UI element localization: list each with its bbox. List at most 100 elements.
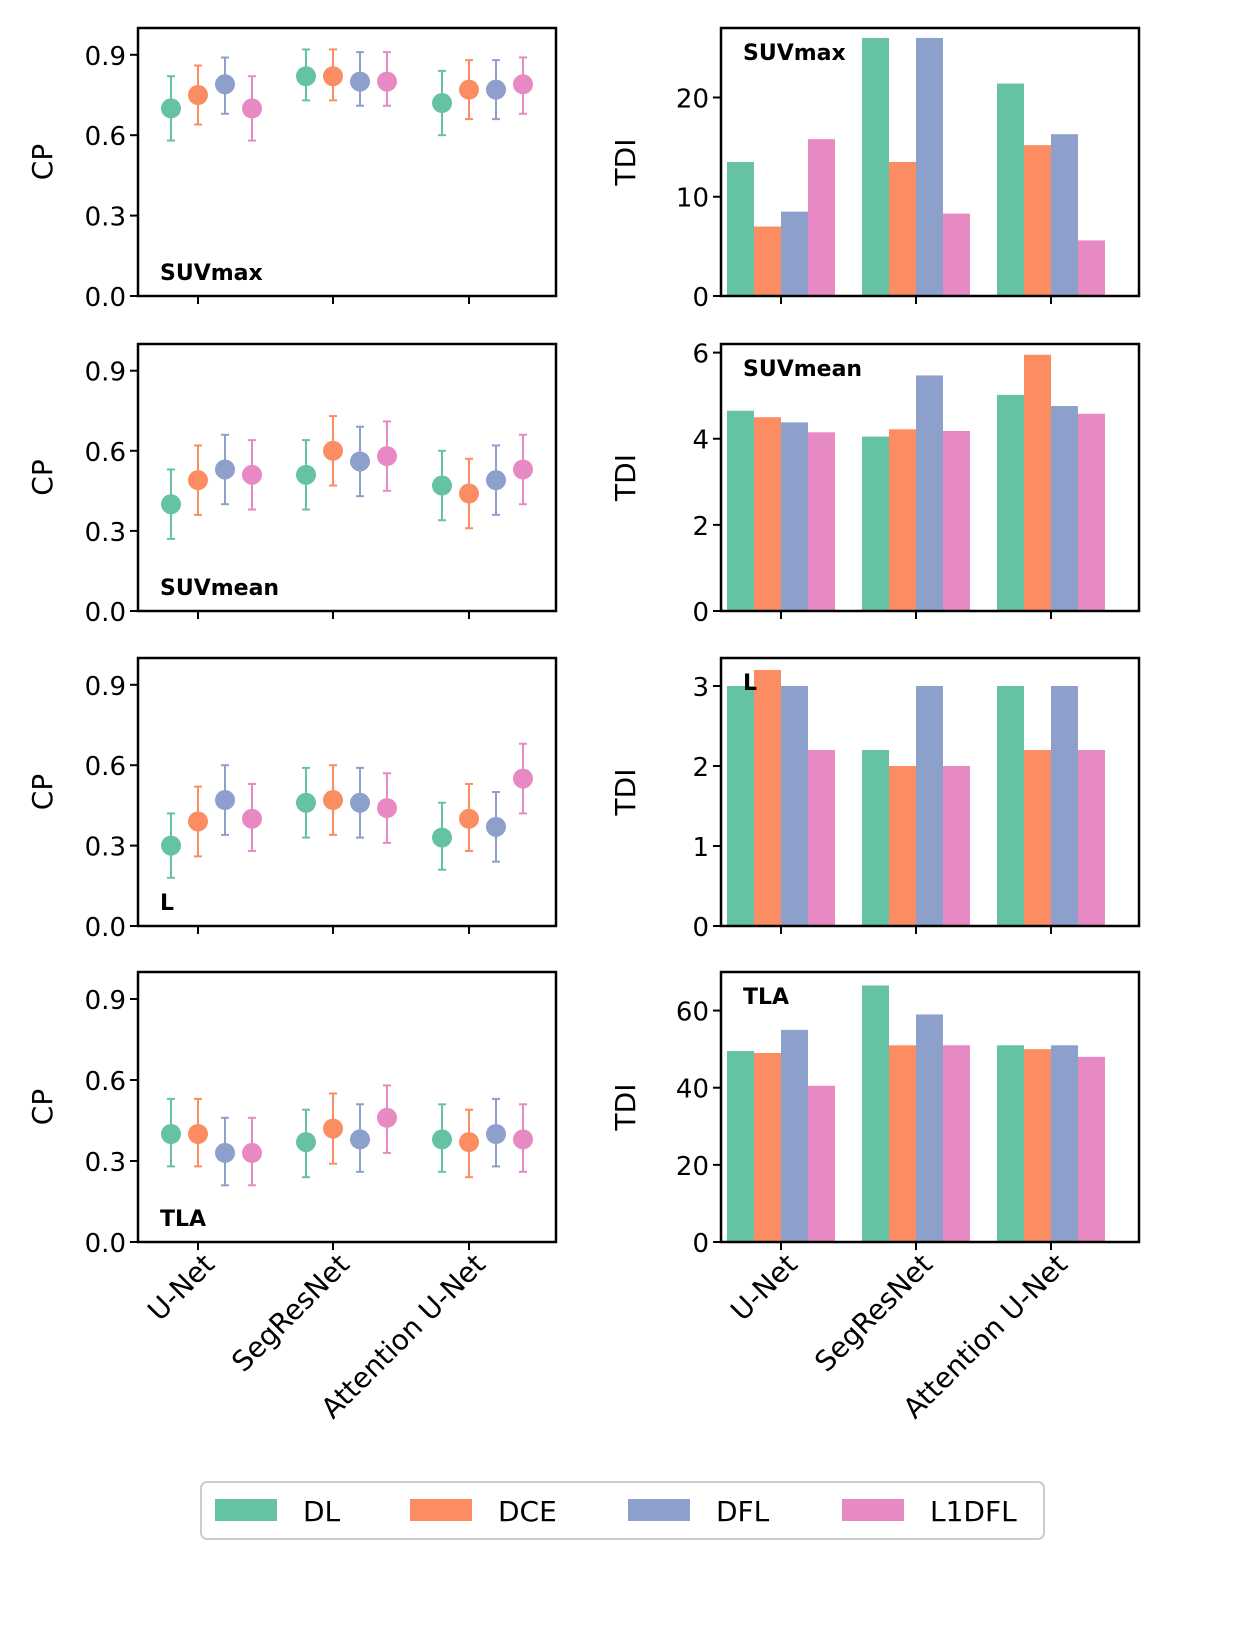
plot-frame (136, 656, 558, 928)
y-tick-label: 3 (692, 673, 709, 703)
x-tick-label: U-Net (141, 1248, 221, 1328)
bar-l1dfl (1078, 1056, 1105, 1242)
bar-dce (1024, 354, 1051, 611)
point-dfl (486, 1124, 506, 1144)
y-axis-label: CP (26, 459, 59, 495)
y-tick-label: 0.9 (85, 358, 126, 388)
plot-frame (719, 26, 1141, 298)
bar-dce (754, 226, 781, 296)
plot-frame (719, 970, 1141, 1244)
bar-dce (754, 417, 781, 611)
bar-l1dfl (808, 750, 835, 926)
bar-dl (862, 750, 889, 926)
bar-dfl (1051, 686, 1078, 926)
y-tick-label: 0.0 (85, 598, 126, 628)
point-dl (432, 475, 452, 496)
panel-cp-suvmean: 0.0 0.3 0.6 0.9 CP SUVmean (26, 342, 558, 628)
bar-dl (997, 686, 1024, 926)
plot-frame (136, 970, 558, 1244)
bar-l1dfl (943, 766, 970, 926)
bar-dce (1024, 145, 1051, 296)
point-dce (323, 1118, 343, 1139)
bar-l1dfl (808, 432, 835, 611)
plot-frame (719, 656, 1141, 928)
point-dfl (215, 74, 235, 95)
bar-dce (889, 162, 916, 296)
point-l1dfl (377, 798, 397, 819)
plot-frame (136, 342, 558, 613)
point-dfl (486, 79, 506, 100)
y-tick-label: 0.6 (85, 122, 126, 152)
point-dl (432, 1129, 452, 1150)
y-tick-label: 0.6 (85, 752, 126, 782)
bar-dl (727, 686, 754, 926)
point-dl (296, 792, 316, 813)
y-tick-label: 0.3 (85, 1148, 126, 1178)
y-axis-label: TDI (609, 1084, 642, 1132)
point-dce (459, 1132, 479, 1153)
y-tick-label: 0 (692, 913, 709, 943)
y-tick-label: 0.3 (85, 203, 126, 233)
point-l1dfl (377, 71, 397, 92)
y-axis-label: TDI (609, 769, 642, 817)
bar-dfl (781, 422, 808, 611)
point-dl (161, 494, 181, 515)
panel-label: L (743, 671, 757, 696)
point-l1dfl (242, 98, 262, 119)
x-tick-label: U-Net (724, 1248, 804, 1328)
point-l1dfl (513, 74, 533, 95)
y-tick-label: 10 (676, 184, 709, 214)
bar-dfl (916, 375, 943, 611)
y-tick-label: 0.3 (85, 833, 126, 863)
point-dl (432, 827, 452, 848)
point-l1dfl (242, 464, 262, 485)
point-dfl (350, 1129, 370, 1150)
point-dce (459, 483, 479, 504)
point-dce (188, 85, 208, 105)
point-dl (161, 835, 181, 856)
point-dce (323, 440, 343, 461)
y-tick-label: 0.0 (85, 283, 126, 313)
bar-l1dfl (943, 1045, 970, 1242)
point-dfl (350, 451, 370, 472)
panel-label: TLA (743, 985, 789, 1010)
y-tick-label: 60 (676, 998, 709, 1028)
chart-panels: 0.00.30.60.9CPSUVmax01020TDISUVmax0.00.3… (26, 26, 1141, 1425)
point-dce (323, 66, 343, 87)
y-tick-label: 0.9 (85, 986, 126, 1016)
bar-dl (997, 1045, 1024, 1242)
panel-label: TLA (160, 1207, 206, 1232)
bar-dce (1024, 1049, 1051, 1242)
bar-dfl (916, 686, 943, 926)
legend-label-dfl: DFL (716, 1495, 770, 1528)
bar-dl (997, 394, 1024, 611)
bar-dfl (916, 1014, 943, 1242)
panel-label: SUVmean (743, 357, 862, 382)
point-dfl (486, 816, 506, 837)
bar-dce (754, 670, 781, 926)
bar-l1dfl (1078, 413, 1105, 611)
bar-dce (754, 1053, 781, 1242)
point-dfl (215, 459, 235, 480)
bar-dce (889, 429, 916, 611)
bar-l1dfl (808, 139, 835, 296)
point-dl (296, 1132, 316, 1153)
panel-cp-l: 0.0 0.3 0.6 0.9 CP L (26, 656, 558, 943)
y-tick-label: 0.3 (85, 518, 126, 548)
legend-swatch-dfl (628, 1499, 690, 1521)
panel-label: SUVmean (160, 576, 279, 601)
bar-l1dfl (808, 1085, 835, 1242)
panel-tdi-suvmean: 0 2 4 6 TDI SUVmean (609, 340, 1141, 628)
y-tick-label: 0 (692, 598, 709, 628)
bar-l1dfl (943, 430, 970, 611)
panel-cp-suvmax: 0.0 0.3 0.6 0.9 CP SUVmax (26, 26, 558, 313)
bar-dfl (1051, 1045, 1078, 1242)
bar-dce (889, 766, 916, 926)
point-l1dfl (513, 1129, 533, 1150)
bar-dce (1024, 750, 1051, 926)
point-dfl (486, 470, 506, 491)
point-l1dfl (513, 459, 533, 480)
point-l1dfl (513, 768, 533, 789)
